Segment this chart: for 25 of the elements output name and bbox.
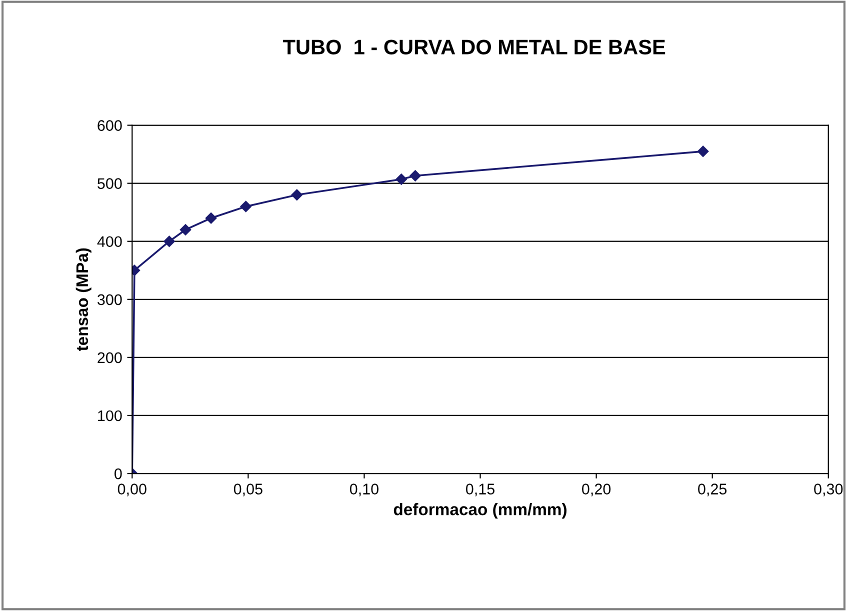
point (396, 174, 407, 185)
x-tick-label: 0,05 (234, 484, 262, 496)
chart-title: TUBO 1 - CURVA DO METAL DE BASE (282, 40, 666, 54)
y-tick-label: 400 (97, 236, 122, 248)
point (291, 189, 303, 201)
y-tick-label: 200 (98, 352, 122, 364)
point (697, 146, 709, 157)
x-axis-title: deformacao (mm/mm) (394, 503, 566, 519)
point (180, 224, 192, 236)
x-tick-label: 0,30 (814, 484, 843, 496)
y-tick-label: 500 (98, 178, 122, 189)
point (164, 236, 175, 247)
y-tick-label: 600 (98, 120, 122, 131)
x-tick-label: 0,25 (698, 484, 727, 496)
x-tick-label: 0,10 (350, 484, 378, 496)
point (410, 170, 421, 182)
point (205, 212, 217, 224)
y-axis-title: tensao (MPa) (76, 248, 92, 352)
point (240, 200, 252, 212)
x-tick-label: 0,15 (466, 484, 494, 496)
y-tick-label: 300 (98, 294, 122, 306)
y-tick-label: 100 (98, 410, 122, 422)
x-tick-label: 0,20 (582, 484, 611, 496)
y-tick-label: 0 (114, 468, 122, 480)
x-tick-label: 0,00 (118, 484, 146, 496)
